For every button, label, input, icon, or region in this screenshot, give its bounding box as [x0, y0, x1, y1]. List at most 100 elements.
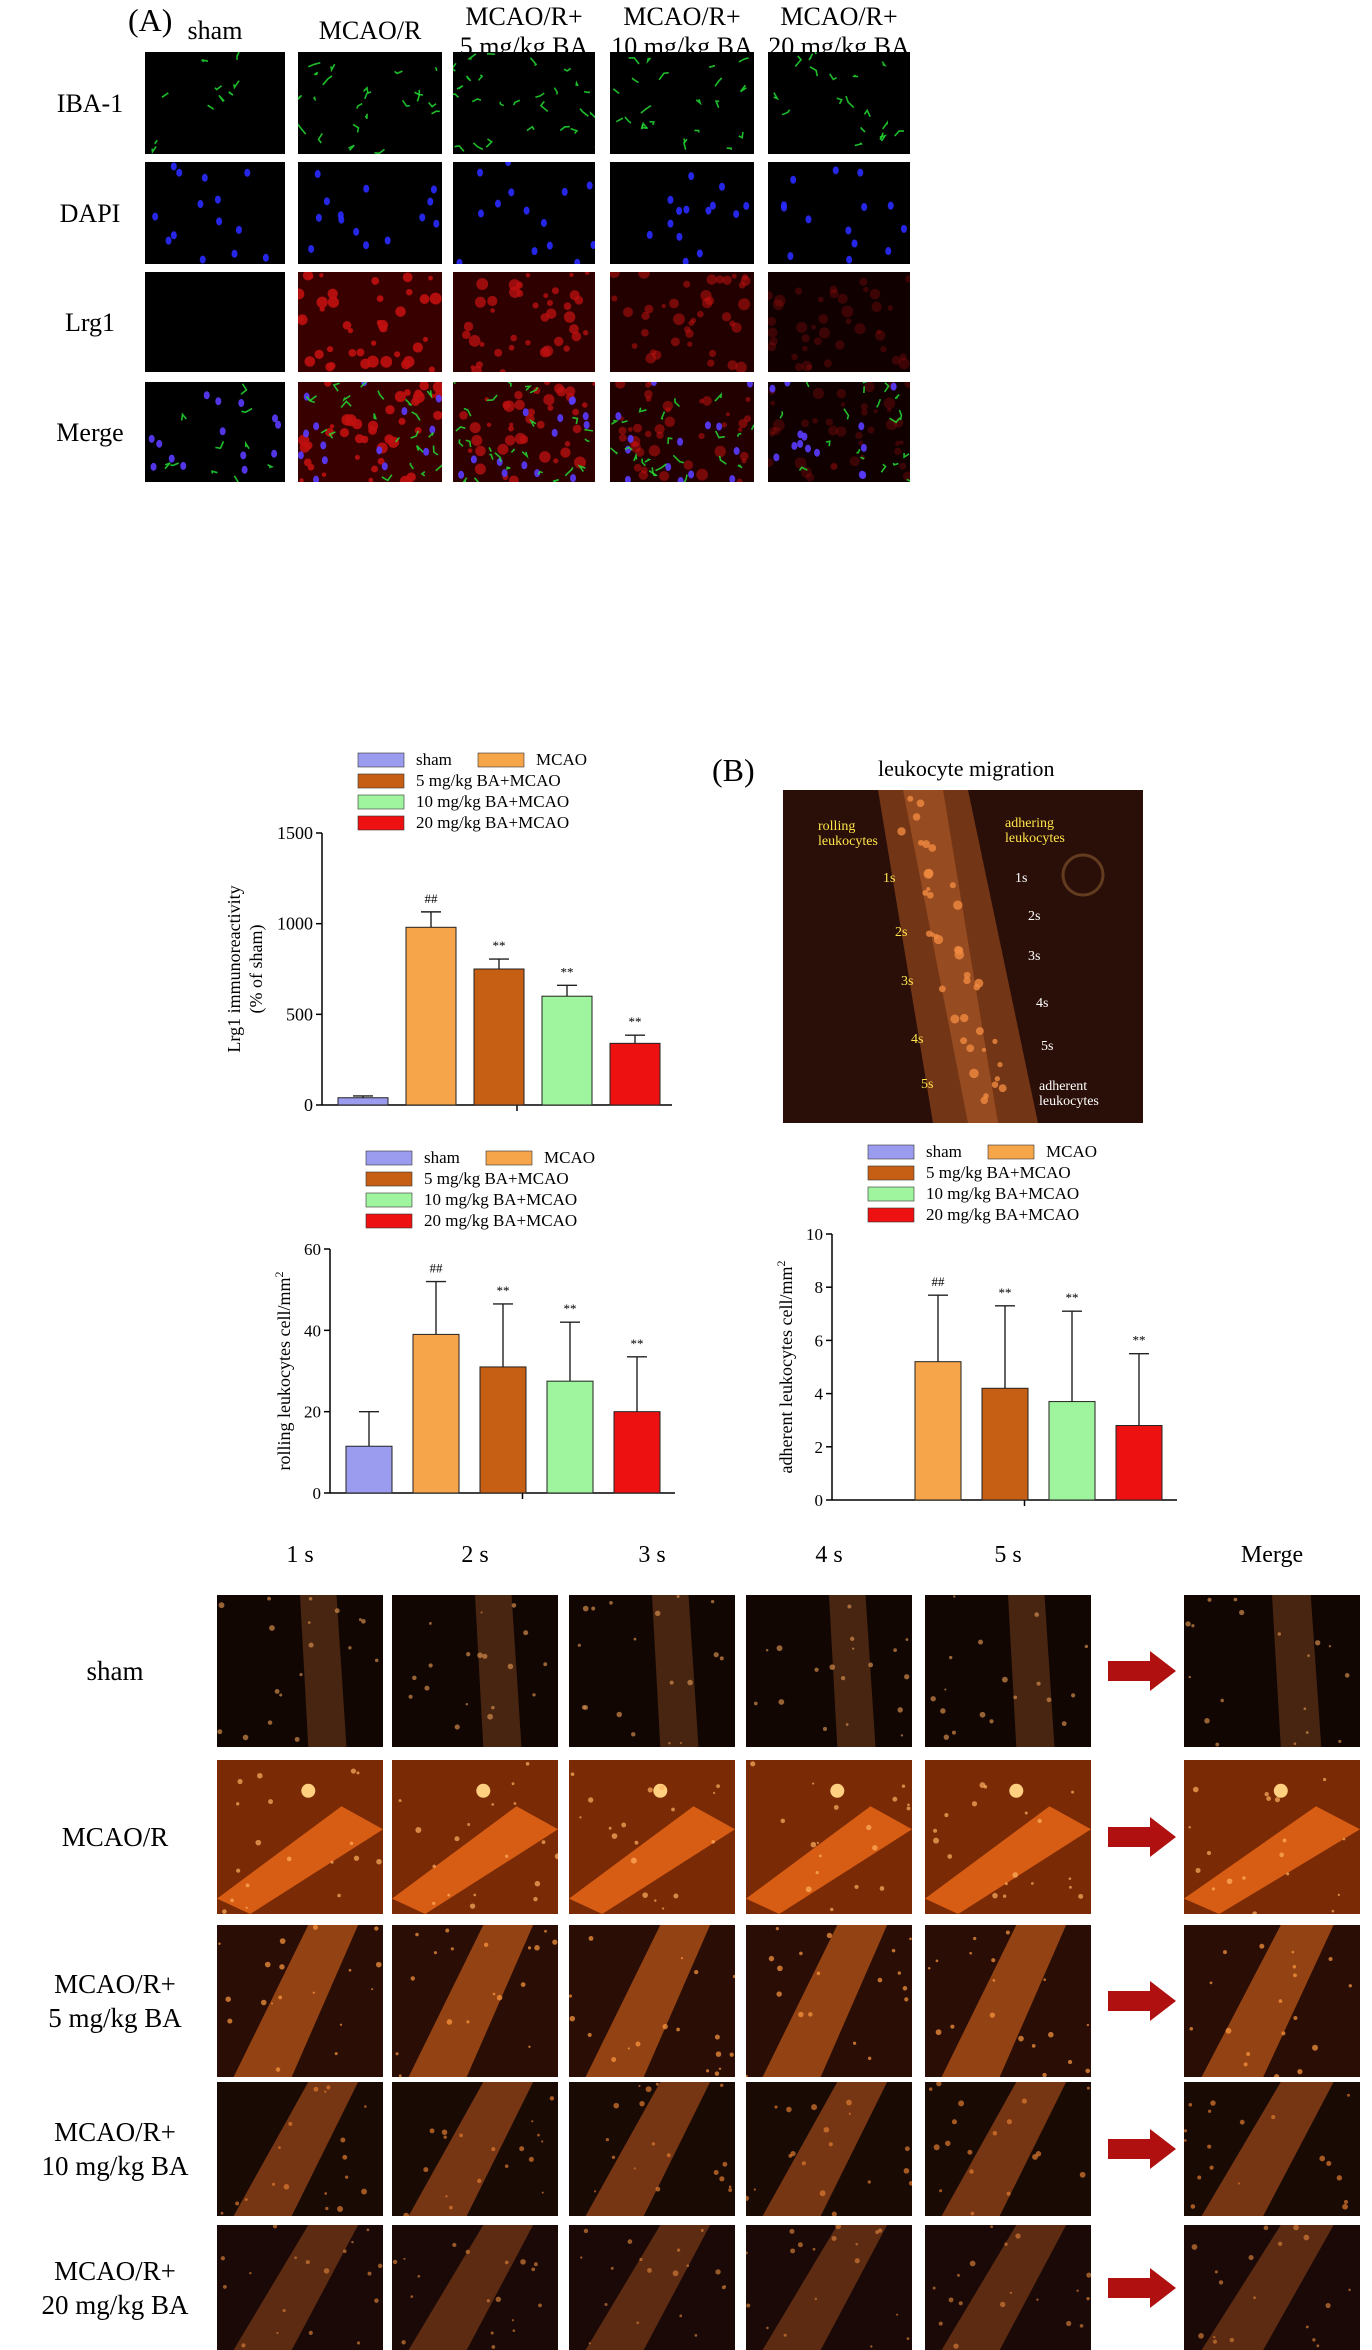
y-tick-label: 4 [815, 1385, 824, 1404]
y-tick-label: 1000 [277, 914, 313, 934]
significance-label: ** [561, 964, 574, 979]
bar [613, 1411, 661, 1494]
leukocyte-migration-image: rollingleukocytesadheringleukocytesadher… [783, 790, 1143, 1123]
error-bar [557, 984, 577, 997]
y-tick-label: 40 [304, 1321, 321, 1340]
timelapse-frame-3-1 [392, 2082, 558, 2216]
time-header: 4 s [815, 1542, 843, 1568]
merge-header: Merge [1240, 1542, 1304, 1568]
timelapse-frame-1-0 [217, 1760, 383, 1914]
timelapse-frame-3-0 [217, 2082, 383, 2216]
timelapse-frame-0-2 [569, 1595, 735, 1747]
timelapse-frame-0-1 [392, 1595, 558, 1747]
micrograph-lrg1-3 [610, 272, 754, 372]
legend-label: 10 mg/kg BA+MCAO [416, 792, 569, 811]
timelapse-frame-1-4 [925, 1760, 1091, 1914]
bar [479, 1366, 527, 1494]
y-tick-label: 0 [815, 1491, 824, 1510]
adhering-time-label: 3s [1028, 949, 1040, 964]
time-header: 5 s [994, 1542, 1022, 1568]
timelapse-frame-2-2 [569, 1925, 735, 2077]
adhering-time-label: 4s [1036, 996, 1048, 1011]
error-bar [493, 1303, 513, 1367]
right-arrow-icon [1108, 1981, 1176, 2021]
bar [412, 1333, 460, 1494]
y-tick-label: 0 [313, 1484, 322, 1503]
adhering-time-label: 5s [1041, 1039, 1053, 1054]
y-axis-label: Lrg1 immunoreactivity [224, 885, 244, 1052]
panel-a-letter: (A) [128, 2, 173, 38]
bar [981, 1387, 1029, 1501]
right-arrow-icon [1108, 2129, 1176, 2169]
significance-label: ** [497, 1283, 510, 1298]
timelapse-row-label: sham [86, 1656, 144, 1686]
legend-swatch [357, 815, 405, 831]
timelapse-frame-3-2 [569, 2082, 735, 2216]
timelapse-frame-4-4 [925, 2225, 1091, 2350]
significance-label: ## [932, 1274, 946, 1289]
timelapse-frame-0-0 [217, 1595, 383, 1747]
timelapse-frame-1-3 [746, 1760, 912, 1914]
legend-swatch [987, 1144, 1035, 1160]
row-label-merge: Merge [56, 418, 124, 447]
bar [345, 1445, 393, 1494]
column-header: MCAO/R [318, 16, 422, 45]
legend-label: MCAO [1046, 1142, 1097, 1161]
y-tick-label: 10 [806, 1225, 823, 1244]
error-bar [359, 1410, 379, 1447]
y-axis-label: adherent leukocytes cell/mm2 [774, 1261, 796, 1474]
micrograph-iba-1-3 [610, 52, 754, 154]
y-tick-label: 60 [304, 1240, 321, 1259]
significance-label: ** [1133, 1333, 1146, 1348]
legend-swatch [365, 1213, 413, 1229]
rolling-time-label: 5s [921, 1077, 933, 1092]
timelapse-frame-2-1 [392, 1925, 558, 2077]
micrograph-dapi-2 [453, 162, 595, 264]
error-bar [560, 1321, 580, 1382]
legend-swatch [357, 794, 405, 810]
leukocyte-migration-title: leukocyte migration [878, 756, 1055, 781]
timelapse-frame-1-2 [569, 1760, 735, 1914]
adherent-leukocytes-label: leukocytes [1039, 1094, 1099, 1109]
timelapse-frame-3-5 [1184, 2082, 1360, 2216]
y-tick-label: 0 [304, 1095, 313, 1115]
adhering-leukocytes-label: adhering [1005, 816, 1054, 831]
timelapse-frame-4-0 [217, 2225, 383, 2350]
micrograph-iba-1-0 [145, 52, 285, 154]
micrograph-merge-0 [145, 382, 285, 482]
timelapse-frame-2-5 [1184, 1925, 1360, 2077]
right-arrow-icon [1108, 1817, 1176, 1857]
timelapse-frame-4-5 [1184, 2225, 1360, 2350]
timelapse-row-label: MCAO/R [61, 1822, 169, 1852]
legend-swatch [365, 1150, 413, 1166]
timelapse-row-label: MCAO/R+ 10 mg/kg BA [41, 2117, 189, 2181]
timelapse-frame-2-3 [746, 1925, 912, 2077]
y-tick-label: 2 [815, 1438, 824, 1457]
micrograph-lrg1-4 [768, 272, 910, 372]
micrograph-iba-1-2 [453, 52, 595, 154]
bar [546, 1380, 594, 1494]
y-tick-label: 8 [815, 1278, 824, 1297]
row-label-iba-1: IBA-1 [56, 89, 124, 118]
bar [914, 1361, 962, 1501]
error-bar [353, 1095, 373, 1098]
micrograph-iba-1-1 [298, 52, 442, 154]
legend-label: sham [416, 750, 452, 769]
significance-label: ** [1066, 1290, 1079, 1305]
significance-label: ## [425, 891, 439, 906]
micrograph-dapi-1 [298, 162, 442, 264]
legend-label: 10 mg/kg BA+MCAO [424, 1190, 577, 1209]
timelapse-frame-0-5 [1184, 1595, 1360, 1747]
timelapse-frame-1-1 [392, 1760, 558, 1914]
error-bar [426, 1280, 446, 1335]
legend-swatch [357, 752, 405, 768]
error-bar [1129, 1352, 1149, 1426]
significance-label: ** [629, 1014, 642, 1029]
legend-label: MCAO [544, 1148, 595, 1167]
column-header: sham [187, 16, 243, 45]
time-header: 3 s [638, 1542, 666, 1568]
legend-swatch [365, 1192, 413, 1208]
legend-label: 20 mg/kg BA+MCAO [926, 1205, 1079, 1224]
y-tick-label: 500 [286, 1004, 313, 1024]
micrograph-dapi-4 [768, 162, 910, 264]
